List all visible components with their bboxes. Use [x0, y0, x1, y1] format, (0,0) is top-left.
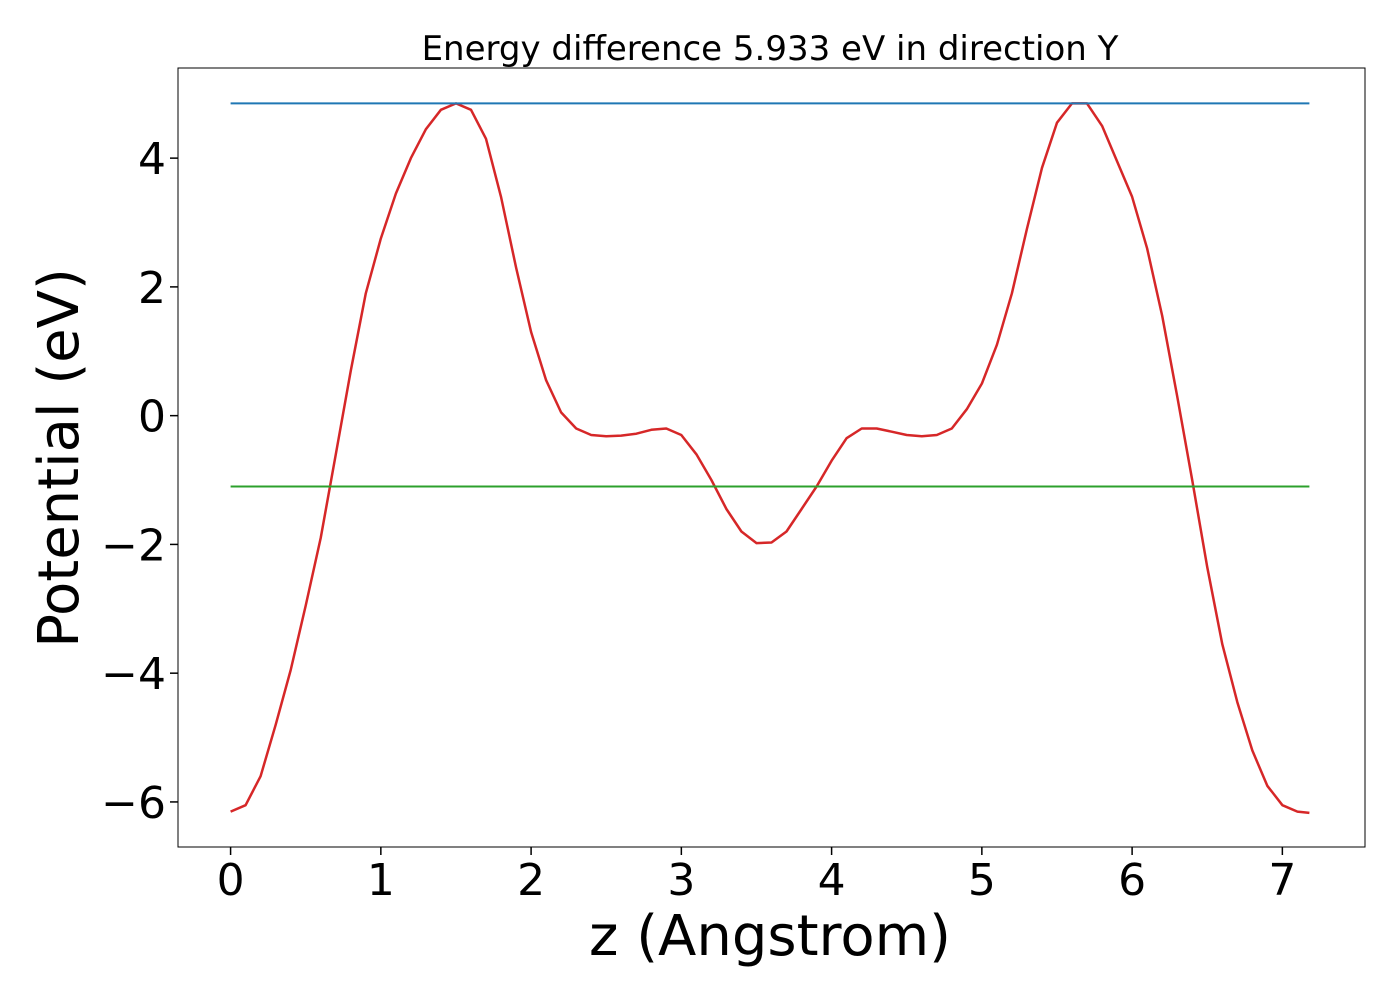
x-tick-label: 3 — [667, 855, 695, 906]
x-tick-label: 5 — [968, 855, 996, 906]
y-axis: 4 2 0 −2 −4 −6 — [101, 134, 178, 829]
y-tick-label: −2 — [101, 520, 166, 571]
y-tick-label: −4 — [101, 649, 166, 700]
plot-area — [177, 67, 1366, 848]
y-tick-label: 4 — [138, 134, 166, 185]
x-tick-label: 6 — [1118, 855, 1146, 906]
x-axis: 0 1 2 3 4 5 6 7 — [217, 847, 1296, 906]
x-tick-label: 0 — [217, 855, 245, 906]
x-tick-label: 2 — [517, 855, 545, 906]
potential-line — [230, 102, 1310, 815]
y-tick-label: 2 — [138, 263, 166, 314]
x-tick-label: 4 — [818, 855, 846, 906]
series-layer — [230, 102, 1310, 815]
y-tick-label: 0 — [138, 392, 166, 443]
x-tick-label: 1 — [367, 855, 395, 906]
x-tick-label: 7 — [1268, 855, 1296, 906]
x-axis-label: z (Angstrom) — [589, 904, 951, 969]
y-axis-label: Potential (eV) — [27, 268, 92, 648]
plot-frame — [177, 67, 1366, 848]
y-tick-label: −6 — [101, 778, 166, 829]
chart-title: Energy difference 5.933 eV in direction … — [422, 29, 1119, 69]
